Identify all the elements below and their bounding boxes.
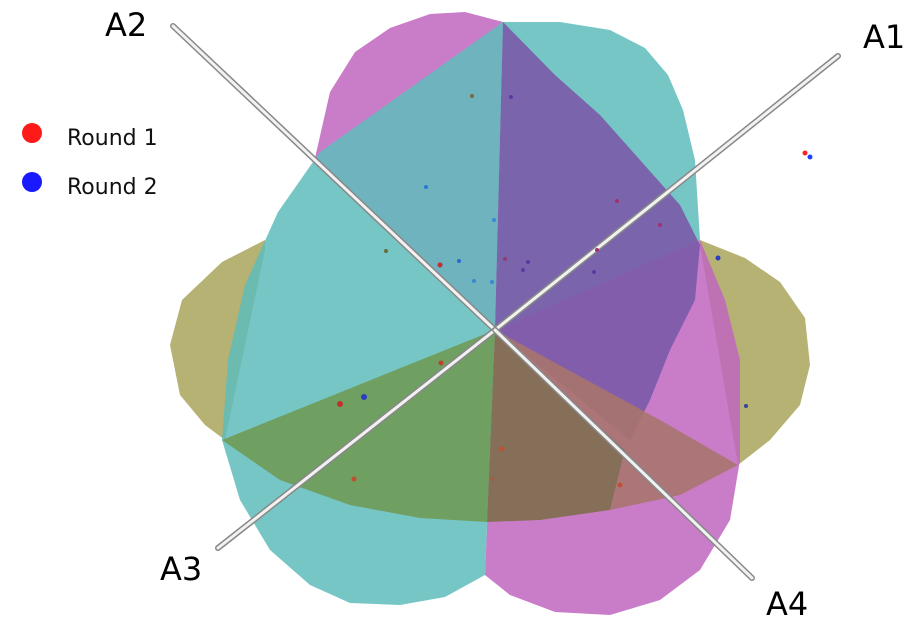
axis-label-a4: A4 xyxy=(766,585,808,621)
axis-label-a1: A1 xyxy=(863,18,905,56)
green-sector-region xyxy=(222,330,495,522)
point-round2 xyxy=(526,260,530,264)
point-round2 xyxy=(457,259,461,263)
legend: Round 1 Round 2 xyxy=(22,123,158,200)
point-round2 xyxy=(744,404,748,408)
legend-marker-round1 xyxy=(22,123,42,143)
point-round2 xyxy=(361,394,367,400)
point-round1 xyxy=(617,482,623,488)
point-round1 xyxy=(503,257,507,261)
point-round2 xyxy=(472,279,476,283)
point-round1 xyxy=(351,476,357,482)
axis-lines xyxy=(170,23,841,581)
legend-label-round1: Round 1 xyxy=(67,126,158,151)
point-round1 xyxy=(438,360,444,366)
point-round1 xyxy=(470,94,474,98)
point-round1 xyxy=(615,199,619,203)
point-round2 xyxy=(424,185,428,189)
point-round1 xyxy=(499,446,505,452)
point-round2 xyxy=(592,270,596,274)
point-round1 xyxy=(595,248,599,252)
axis-label-a3: A3 xyxy=(160,550,202,588)
point-round1 xyxy=(802,150,808,156)
point-round1 xyxy=(437,262,443,268)
legend-label-round2: Round 2 xyxy=(67,175,158,200)
point-round2 xyxy=(490,280,494,284)
olive-region xyxy=(170,240,810,465)
axis-label-a2: A2 xyxy=(105,6,147,44)
point-round1 xyxy=(337,401,343,407)
point-round1 xyxy=(384,249,388,253)
data-points xyxy=(337,94,813,488)
point-round2 xyxy=(521,268,525,272)
point-round1 xyxy=(658,223,662,227)
point-round2 xyxy=(509,95,513,99)
point-round2 xyxy=(492,218,496,222)
legend-marker-round2 xyxy=(22,172,42,192)
point-round2 xyxy=(807,154,813,160)
point-round1 xyxy=(490,477,494,481)
brown-sector-region xyxy=(487,330,625,522)
point-round2 xyxy=(715,255,721,261)
purple-overlap-region xyxy=(495,22,700,440)
mauve-sector-region xyxy=(495,330,738,510)
